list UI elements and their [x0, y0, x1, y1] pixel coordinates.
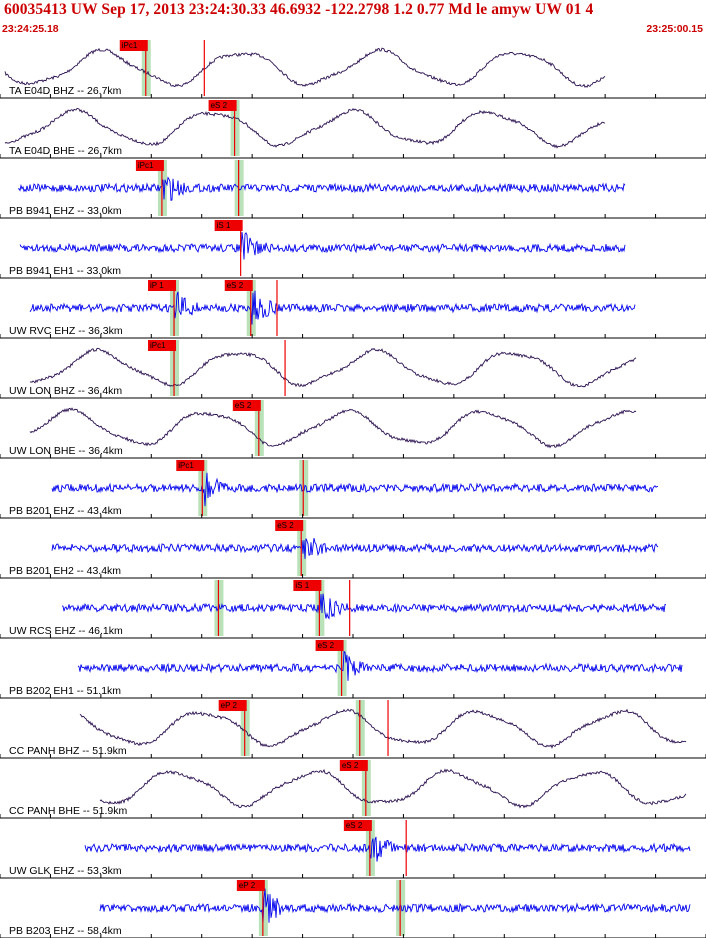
pick-box	[315, 640, 344, 651]
pick-box	[135, 160, 164, 171]
trace-row: eS 2 UW LON BHE -- 36.4km	[0, 400, 706, 459]
trace-row: eS 2 UW GLK EHZ -- 53.3km	[0, 820, 706, 879]
waveform	[29, 290, 636, 325]
pick-box	[176, 460, 205, 471]
pick-box	[148, 280, 177, 291]
pick-label: eS 2	[235, 401, 252, 410]
pick-label: iPc1	[138, 161, 154, 170]
pick-label: iPc1	[150, 341, 166, 350]
pick-box	[148, 340, 177, 351]
event-header: 60035413 UW Sep 17, 2013 23:24:30.33 46.…	[0, 0, 706, 38]
station-label: PB B202 EH1 -- 51.1km	[9, 685, 121, 697]
waveform	[4, 47, 606, 88]
pick-label: eS 2	[318, 641, 335, 650]
pick-box	[293, 580, 322, 591]
pick-label: iS 1	[295, 581, 309, 590]
station-label: UW LON BHZ -- 36.4km	[9, 385, 122, 397]
waveform	[99, 768, 687, 809]
pick-label: iPc1	[178, 461, 194, 470]
pick-label: eS 2	[342, 761, 359, 770]
waveform	[29, 347, 637, 388]
station-label: PB B201 EHZ -- 43.4km	[9, 505, 122, 517]
station-label: TA E04D BHZ -- 26.7km	[9, 85, 122, 97]
waveform	[51, 472, 659, 507]
pick-label: eP 2	[239, 881, 256, 890]
pick-label: iPc1	[122, 41, 138, 50]
station-label: UW RCS EHZ -- 46.1km	[9, 625, 123, 637]
waveform	[79, 708, 687, 749]
waveform	[17, 176, 626, 202]
station-label: PB B941 EH1 -- 33.0km	[9, 265, 121, 277]
pick-label: eS 2	[346, 821, 363, 830]
end-time-label: 23:25:00.15	[646, 23, 703, 35]
waveform	[51, 538, 659, 559]
trace-row: iPc1 UW LON BHZ -- 36.4km	[0, 340, 706, 399]
station-label: CC PANH BHZ -- 51.9km	[9, 745, 127, 757]
station-label: CC PANH BHE -- 51.9km	[9, 805, 127, 817]
station-label: TA E04D BHE -- 26.7km	[9, 145, 122, 157]
trace-row: eS 2 CC PANH BHE -- 51.9km	[0, 760, 706, 819]
pick-box	[224, 280, 253, 291]
trace-row: iP 1 eS 2 UW RVC EHZ -- 36.3km	[0, 280, 706, 339]
waveform	[4, 107, 606, 149]
pick-box	[339, 760, 368, 771]
trace-row: iS 1 UW RCS EHZ -- 46.1km	[0, 580, 706, 639]
pick-box	[214, 220, 243, 231]
pick-label: eS 2	[277, 521, 294, 530]
trace-row: eS 2 TA E04D BHE -- 26.7km	[0, 100, 706, 159]
pick-box	[236, 880, 265, 891]
start-time-label: 23:24:25.18	[2, 23, 59, 35]
trace-row: eS 2 PB B202 EH1 -- 51.1km	[0, 640, 706, 699]
trace-row: iPc1 TA E04D BHZ -- 26.7km	[0, 40, 706, 99]
waveform	[19, 232, 626, 260]
event-title: 60035413 UW Sep 17, 2013 23:24:30.33 46.…	[4, 1, 594, 18]
pick-box	[119, 40, 148, 51]
station-label: PB B203 EHZ -- 58.4km	[9, 925, 122, 937]
waveform	[29, 407, 637, 449]
station-label: UW GLK EHZ -- 53.3km	[9, 865, 122, 877]
pick-label: iP 1	[150, 281, 164, 290]
station-label: PB B201 EH2 -- 43.4km	[9, 565, 121, 577]
trace-row: eP 2 CC PANH BHZ -- 51.9km	[0, 700, 706, 759]
pick-box	[218, 700, 247, 711]
waveform	[99, 888, 691, 924]
station-label: PB B941 EHZ -- 33.0km	[9, 205, 122, 217]
pick-label: eS 2	[227, 281, 244, 290]
station-label: UW RVC EHZ -- 36.3km	[9, 325, 123, 337]
trace-row: eS 2 PB B201 EH2 -- 43.4km	[0, 520, 706, 579]
waveform	[61, 593, 666, 620]
seismogram-panel: iPc1 TA E04D BHZ -- 26.7km eS 2 TA E04D BHE…	[0, 40, 706, 938]
pick-label: eS 2	[211, 101, 228, 110]
pick-box	[208, 100, 237, 111]
pick-box	[232, 400, 261, 411]
trace-row: iPc1 PB B941 EHZ -- 33.0km	[0, 160, 706, 219]
waveform	[77, 650, 683, 681]
trace-row: eP 2 PB B203 EHZ -- 58.4km	[0, 880, 706, 938]
trace-row: iPc1 PB B201 EHZ -- 43.4km	[0, 460, 706, 519]
pick-label: iS 1	[217, 221, 231, 230]
waveform	[84, 836, 691, 862]
pick-label: eP 2	[221, 701, 238, 710]
pick-box	[275, 520, 304, 531]
station-label: UW LON BHE -- 36.4km	[9, 445, 123, 457]
trace-row: iS 1 PB B941 EH1 -- 33.0km	[0, 220, 706, 279]
pick-box	[343, 820, 372, 831]
